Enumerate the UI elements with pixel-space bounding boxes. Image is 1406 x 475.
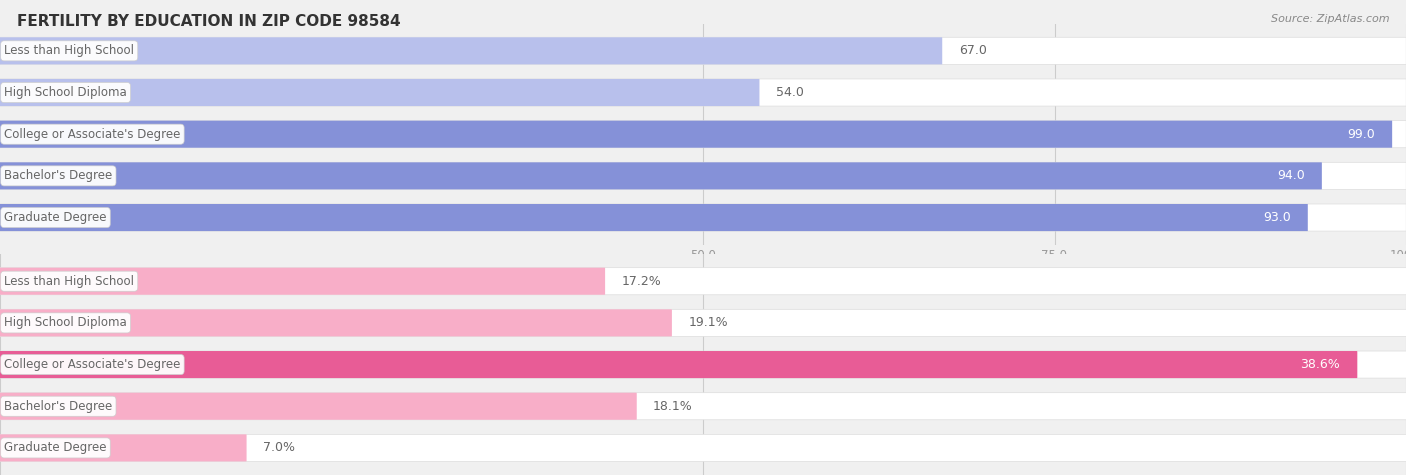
Text: College or Associate's Degree: College or Associate's Degree	[4, 358, 180, 371]
Text: 7.0%: 7.0%	[263, 441, 295, 455]
FancyBboxPatch shape	[0, 162, 1406, 190]
Text: Less than High School: Less than High School	[4, 44, 134, 57]
FancyBboxPatch shape	[0, 434, 246, 461]
Text: 99.0: 99.0	[1347, 128, 1375, 141]
FancyBboxPatch shape	[0, 268, 605, 295]
FancyBboxPatch shape	[0, 351, 1357, 378]
FancyBboxPatch shape	[0, 79, 1406, 106]
Text: College or Associate's Degree: College or Associate's Degree	[4, 128, 180, 141]
Text: High School Diploma: High School Diploma	[4, 316, 127, 329]
Text: Graduate Degree: Graduate Degree	[4, 441, 107, 455]
Text: 54.0: 54.0	[776, 86, 804, 99]
Text: FERTILITY BY EDUCATION IN ZIP CODE 98584: FERTILITY BY EDUCATION IN ZIP CODE 98584	[17, 14, 401, 29]
Text: Less than High School: Less than High School	[4, 275, 134, 288]
Text: Bachelor's Degree: Bachelor's Degree	[4, 170, 112, 182]
FancyBboxPatch shape	[0, 351, 1406, 378]
Text: 19.1%: 19.1%	[689, 316, 728, 329]
FancyBboxPatch shape	[0, 204, 1308, 231]
Text: 17.2%: 17.2%	[621, 275, 661, 288]
FancyBboxPatch shape	[0, 121, 1406, 148]
FancyBboxPatch shape	[0, 204, 1406, 231]
Text: 67.0: 67.0	[959, 44, 987, 57]
Text: High School Diploma: High School Diploma	[4, 86, 127, 99]
FancyBboxPatch shape	[0, 121, 1392, 148]
Text: 38.6%: 38.6%	[1301, 358, 1340, 371]
FancyBboxPatch shape	[0, 309, 1406, 336]
FancyBboxPatch shape	[0, 38, 1406, 65]
Text: 18.1%: 18.1%	[652, 400, 693, 413]
Text: 93.0: 93.0	[1263, 211, 1291, 224]
FancyBboxPatch shape	[0, 79, 759, 106]
Text: Bachelor's Degree: Bachelor's Degree	[4, 400, 112, 413]
FancyBboxPatch shape	[0, 393, 637, 420]
FancyBboxPatch shape	[0, 434, 1406, 461]
FancyBboxPatch shape	[0, 38, 942, 65]
Text: 94.0: 94.0	[1277, 170, 1305, 182]
Text: Graduate Degree: Graduate Degree	[4, 211, 107, 224]
FancyBboxPatch shape	[0, 309, 672, 336]
FancyBboxPatch shape	[0, 393, 1406, 420]
FancyBboxPatch shape	[0, 268, 1406, 295]
Text: Source: ZipAtlas.com: Source: ZipAtlas.com	[1271, 14, 1389, 24]
FancyBboxPatch shape	[0, 162, 1322, 190]
